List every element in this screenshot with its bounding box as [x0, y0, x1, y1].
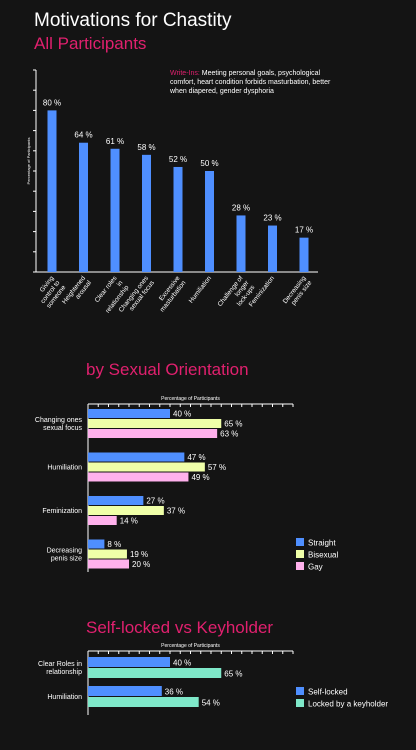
bar-value-label: 61 % [106, 137, 124, 146]
bar-value-label: 28 % [232, 203, 250, 212]
y-tick-label: Decreasing penis size [47, 548, 83, 563]
x-tick-label: Excessivemasturbation [153, 275, 188, 314]
orientation-chart-title: by Sexual Orientation [86, 360, 249, 379]
x-axis-label: Percentage of Participants [161, 396, 220, 402]
bar-value-label: 20 % [132, 560, 150, 569]
x-axis-label: Percentage of Participants [161, 643, 220, 649]
page-title: Motivations for Chastity [34, 10, 232, 31]
bar [88, 419, 222, 428]
bar [79, 142, 88, 272]
bar-value-label: 58 % [137, 143, 155, 152]
y-tick-label: Humiliation [47, 465, 82, 472]
x-tick-label: Decreasingpenis size [282, 275, 314, 310]
bar-value-label: 54 % [202, 699, 220, 708]
bar [88, 452, 185, 462]
x-tick-label: Challenge oflongerlock-ups [217, 274, 257, 317]
bar [88, 472, 189, 482]
bar-value-label: 57 % [208, 463, 226, 472]
bar [142, 154, 151, 272]
y-tick-label: Humiliation [47, 694, 82, 701]
lock-chart-title: Self-locked vs Keyholder [86, 618, 274, 637]
legend-label: Bisexual [308, 551, 338, 560]
page-subtitle: All Participants [34, 34, 147, 53]
bar [88, 506, 164, 515]
bar [268, 225, 277, 272]
legend-swatch [296, 687, 304, 695]
bar [88, 559, 129, 569]
legend-label: Straight [308, 539, 336, 548]
bar [299, 237, 309, 272]
bar-value-label: 8 % [107, 540, 121, 549]
y-axis-label: Percentage of Participants [26, 138, 31, 185]
bar [173, 166, 183, 272]
y-tick-label: Feminization [42, 508, 82, 515]
bar-value-label: 65 % [224, 420, 242, 429]
bar [88, 697, 199, 707]
bar-value-label: 40 % [173, 410, 191, 419]
bar [88, 668, 222, 678]
bar [205, 171, 214, 272]
bar [88, 462, 205, 472]
bar-value-label: 80 % [43, 98, 61, 107]
bar-value-label: 65 % [224, 670, 242, 679]
legend-label: Gay [308, 563, 323, 572]
y-tick-label: Clear Roles in relationship [38, 661, 82, 676]
bar [110, 148, 120, 272]
x-tick-label: Humiliation [188, 275, 214, 305]
bar [88, 429, 218, 438]
bar [88, 516, 117, 525]
bar-value-label: 52 % [169, 155, 187, 164]
legend-swatch [296, 538, 304, 546]
bar-value-label: 49 % [191, 473, 209, 482]
bar [88, 549, 127, 559]
bar [88, 686, 162, 696]
x-tick-label: Heightenedarousal [61, 274, 93, 310]
write-ins-text: Meeting personal goals, psychological co… [170, 70, 331, 95]
bar-value-label: 40 % [173, 659, 191, 668]
bar-value-label: 37 % [167, 507, 185, 516]
bar-value-label: 47 % [187, 453, 205, 462]
bar-value-label: 23 % [263, 214, 281, 223]
bar [236, 215, 246, 272]
bar [47, 110, 57, 273]
legend-label: Self-locked [308, 688, 348, 697]
bar-value-label: 27 % [146, 497, 164, 506]
legend-swatch [296, 699, 304, 707]
y-tick-label: Changing ones sexual focus [35, 417, 83, 432]
legend-swatch [296, 550, 304, 558]
legend-swatch [296, 562, 304, 570]
bar-value-label: 17 % [295, 226, 313, 235]
x-tick-label: Givingcontrol tosomeone [34, 275, 68, 310]
bar-value-label: 19 % [130, 550, 148, 559]
bar-value-label: 14 % [120, 517, 138, 526]
bar-value-label: 64 % [74, 131, 92, 140]
bar-value-label: 36 % [165, 688, 183, 697]
bar [88, 409, 170, 418]
bar-value-label: 63 % [220, 430, 238, 439]
bar [88, 657, 170, 667]
write-ins-label: Write-Ins: [170, 70, 200, 77]
bar-value-label: 50 % [200, 159, 218, 168]
bar [88, 496, 144, 505]
legend-label: Locked by a keyholder [308, 700, 388, 709]
write-ins-note: Write-Ins: Meeting personal goals, psych… [170, 69, 345, 96]
bar [88, 539, 105, 549]
